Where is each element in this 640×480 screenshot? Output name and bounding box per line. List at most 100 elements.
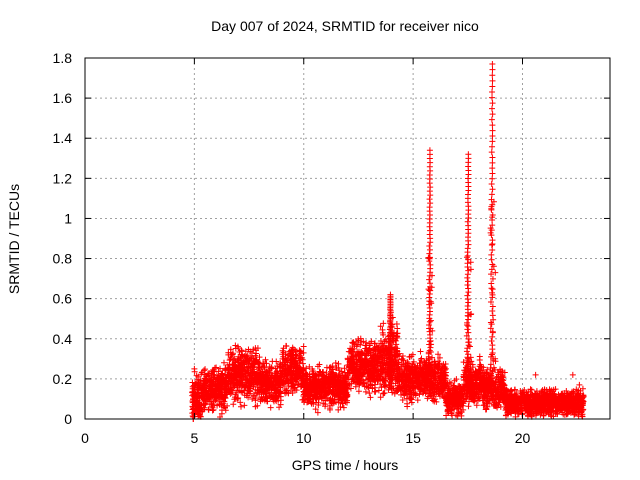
data-point — [228, 387, 235, 394]
data-point — [271, 387, 278, 394]
data-point — [283, 357, 290, 364]
data-point — [202, 400, 209, 407]
data-point — [340, 404, 347, 411]
data-point — [237, 403, 244, 410]
data-point — [316, 368, 323, 375]
data-point — [427, 200, 434, 207]
data-point — [213, 393, 220, 400]
data-point — [229, 351, 236, 358]
data-point — [312, 406, 319, 413]
data-point — [281, 380, 288, 387]
data-point — [465, 329, 472, 336]
data-point — [225, 349, 232, 356]
data-point — [300, 343, 307, 350]
data-point — [291, 384, 298, 391]
data-point — [210, 366, 217, 373]
data-point — [295, 366, 302, 373]
data-point — [279, 367, 286, 374]
data-point — [262, 394, 269, 401]
data-point — [229, 380, 236, 387]
data-point — [193, 372, 200, 379]
data-point — [247, 372, 254, 379]
data-point — [465, 403, 472, 410]
data-point — [218, 407, 225, 414]
data-point — [252, 397, 259, 404]
data-point — [252, 376, 259, 383]
data-point — [465, 323, 472, 330]
chart-title: Day 007 of 2024, SRMTID for receiver nic… — [211, 18, 479, 34]
data-point — [367, 394, 374, 401]
data-point — [233, 363, 240, 370]
data-point — [238, 351, 245, 358]
data-point — [250, 377, 257, 384]
data-point — [189, 388, 196, 395]
data-point — [200, 382, 207, 389]
data-point — [250, 355, 257, 362]
data-point — [234, 371, 241, 378]
data-point — [207, 398, 214, 405]
data-point — [200, 396, 207, 403]
data-point — [238, 366, 245, 373]
data-point — [250, 346, 257, 353]
data-point — [237, 399, 244, 406]
data-point — [464, 245, 471, 252]
data-point — [464, 218, 471, 225]
data-point — [488, 116, 495, 123]
data-point — [285, 383, 292, 390]
data-point — [297, 354, 304, 361]
data-point — [190, 393, 197, 400]
data-point — [193, 390, 200, 397]
data-point — [426, 147, 433, 154]
data-point — [272, 382, 279, 389]
data-point — [489, 105, 496, 112]
data-point — [193, 406, 200, 413]
data-point — [489, 312, 496, 319]
data-point — [335, 360, 342, 367]
data-point — [489, 342, 496, 349]
data-point — [236, 361, 243, 368]
data-point — [279, 374, 286, 381]
data-point — [232, 358, 239, 365]
data-point — [489, 100, 496, 107]
data-point — [268, 364, 275, 371]
data-point — [465, 151, 472, 158]
data-point — [426, 318, 433, 325]
data-point — [426, 347, 433, 354]
data-point — [240, 358, 247, 365]
data-point — [297, 383, 304, 390]
data-point — [273, 373, 280, 380]
data-point — [235, 395, 242, 402]
data-point — [265, 371, 272, 378]
data-point — [488, 191, 495, 198]
data-point — [225, 366, 231, 373]
data-point — [226, 361, 233, 368]
data-point — [285, 390, 292, 397]
data-point — [489, 159, 496, 166]
data-point — [258, 388, 265, 395]
data-point — [261, 377, 268, 384]
data-point — [221, 404, 228, 411]
data-point — [257, 396, 264, 403]
data-point — [464, 292, 471, 299]
data-point — [261, 397, 268, 404]
data-point — [282, 342, 289, 349]
data-point — [258, 370, 265, 377]
data-point — [214, 381, 221, 388]
data-point — [363, 339, 370, 346]
data-point — [489, 307, 496, 314]
data-point — [426, 294, 433, 301]
data-point — [261, 366, 268, 373]
data-point — [263, 390, 270, 397]
data-point — [228, 373, 235, 380]
data-point — [291, 385, 298, 392]
data-point — [195, 373, 202, 380]
data-point — [195, 379, 202, 386]
data-point — [200, 406, 207, 413]
data-point — [231, 355, 238, 362]
data-point — [228, 352, 235, 359]
data-point — [204, 377, 211, 384]
data-point — [270, 398, 277, 405]
data-point — [202, 366, 209, 373]
data-point — [270, 382, 277, 389]
data-point — [489, 175, 496, 182]
